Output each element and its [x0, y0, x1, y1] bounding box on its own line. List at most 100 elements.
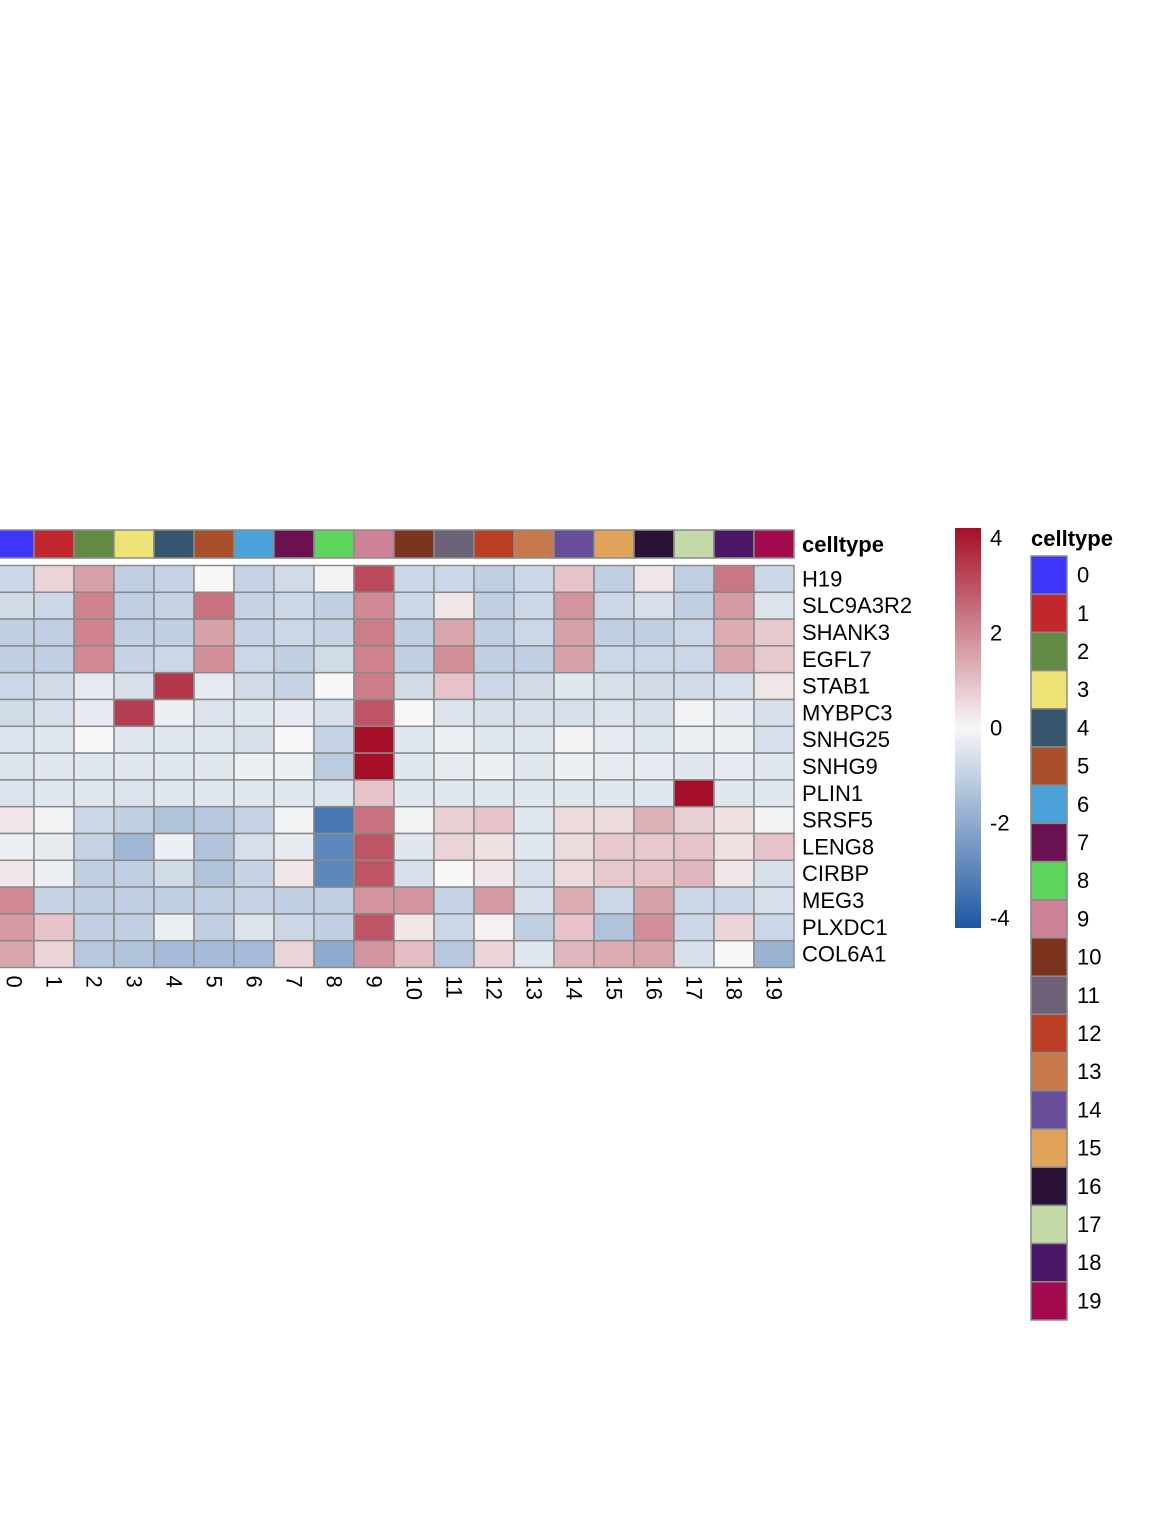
heatmap-cell — [433, 913, 475, 942]
heatmap-cell — [633, 591, 675, 620]
celltype-annotation-row — [0, 529, 795, 559]
legend-label: 9 — [1077, 906, 1089, 931]
color-scale-ticks: 4 2 0 -2 -4 — [990, 526, 1010, 931]
legend-label: 5 — [1077, 754, 1089, 779]
scale-tick-label: 2 — [990, 621, 1002, 646]
heatmap-cell — [513, 725, 555, 754]
heatmap-cell — [0, 913, 35, 942]
heatmap-cell — [633, 805, 675, 835]
heatmap-cell — [153, 725, 195, 754]
legend-swatch — [1030, 975, 1068, 1016]
legend-swatch — [1030, 784, 1068, 825]
gene-label: SNHG9 — [802, 754, 878, 779]
legend-label: 2 — [1077, 639, 1089, 664]
heatmap-cell — [233, 671, 275, 701]
heatmap-cell — [393, 805, 435, 835]
heatmap-cell — [673, 671, 715, 701]
heatmap-cell — [713, 779, 755, 808]
heatmap-cell — [73, 564, 115, 594]
heatmap-cell — [713, 913, 755, 942]
heatmap-cell — [153, 671, 195, 701]
heatmap-cell — [353, 564, 395, 594]
legend-label: 17 — [1077, 1212, 1101, 1237]
heatmap-cell — [273, 645, 315, 674]
heatmap-cell — [673, 752, 715, 781]
column-label: 0 — [2, 976, 27, 988]
heatmap-cell — [513, 752, 555, 781]
legend-swatch — [1030, 1013, 1068, 1054]
column-label: 7 — [282, 976, 307, 988]
gene-label: SLC9A3R2 — [802, 593, 912, 618]
gene-label: EGFL7 — [802, 647, 872, 672]
heatmap-cell — [273, 671, 315, 701]
heatmap-cell — [313, 725, 355, 754]
legend-label: 18 — [1077, 1250, 1101, 1275]
heatmap-cell — [153, 913, 195, 942]
legend-label: 3 — [1077, 677, 1089, 702]
heatmap-cell — [233, 645, 275, 674]
legend-label: 6 — [1077, 792, 1089, 817]
heatmap-cell — [473, 564, 515, 594]
heatmap-cell — [753, 832, 795, 862]
heatmap-cell — [593, 913, 635, 942]
heatmap-cell — [633, 913, 675, 942]
heatmap-cell — [593, 779, 635, 808]
heatmap-cell — [313, 805, 355, 835]
heatmap-cell — [553, 725, 595, 754]
heatmap-cell — [233, 913, 275, 942]
heatmap-cell — [233, 939, 275, 969]
heatmap-cell — [673, 832, 715, 862]
heatmap-cell — [713, 859, 755, 888]
heatmap-cell — [153, 859, 195, 888]
heatmap-cell — [633, 564, 675, 594]
heatmap-cell — [113, 779, 155, 808]
heatmap-cell — [593, 698, 635, 728]
heatmap-cell — [473, 671, 515, 701]
annotation-title: celltype — [802, 532, 884, 557]
legend-label: 11 — [1077, 983, 1100, 1008]
heatmap-cell — [273, 939, 315, 969]
legend-label: 14 — [1077, 1097, 1101, 1122]
heatmap-cell — [593, 832, 635, 862]
heatmap-cell — [753, 886, 795, 915]
heatmap-cell — [513, 618, 555, 647]
legend-swatch — [1030, 1128, 1068, 1168]
heatmap-cell — [473, 645, 515, 674]
heatmap-cell — [753, 725, 795, 754]
legend-swatch — [1030, 708, 1068, 748]
column-label: 12 — [482, 976, 507, 1000]
legend-label: 15 — [1077, 1136, 1101, 1161]
heatmap-cell — [313, 886, 355, 915]
heatmap-cell — [113, 752, 155, 781]
column-label: 1 — [42, 976, 67, 988]
heatmap-cell — [313, 752, 355, 781]
heatmap-cell — [153, 805, 195, 835]
heatmap-cell — [33, 913, 75, 942]
heatmap-cell — [553, 779, 595, 808]
heatmap-cell — [753, 591, 795, 620]
heatmap-cell — [433, 564, 475, 594]
heatmap-cell — [153, 779, 195, 808]
heatmap-cell — [313, 618, 355, 647]
gene-label: STAB1 — [802, 674, 870, 699]
heatmap-cell — [753, 671, 795, 701]
column-labels: 0 1 2 3 4 5 6 7 8 9 10 11 12 13 14 15 16 17 18 19 — [2, 976, 787, 1000]
annotation-cell-15 — [593, 529, 635, 559]
heatmap-cell — [633, 645, 675, 674]
heatmap-cell — [233, 752, 275, 781]
legend-swatch — [1030, 1051, 1068, 1092]
heatmap-cell — [113, 591, 155, 620]
legend-swatch — [1030, 593, 1068, 634]
heatmap-cell — [433, 752, 475, 781]
legend-swatch — [1030, 1166, 1068, 1207]
annotation-cell-10 — [393, 529, 435, 559]
heatmap-cell — [313, 832, 355, 862]
heatmap-cell — [593, 618, 635, 647]
gene-label: SRSF5 — [802, 808, 873, 833]
heatmap-cell — [553, 671, 595, 701]
heatmap-cell — [353, 832, 395, 862]
heatmap-cell — [153, 886, 195, 915]
heatmap-cell — [273, 859, 315, 888]
heatmap-cell — [113, 913, 155, 942]
heatmap-cell — [393, 859, 435, 888]
